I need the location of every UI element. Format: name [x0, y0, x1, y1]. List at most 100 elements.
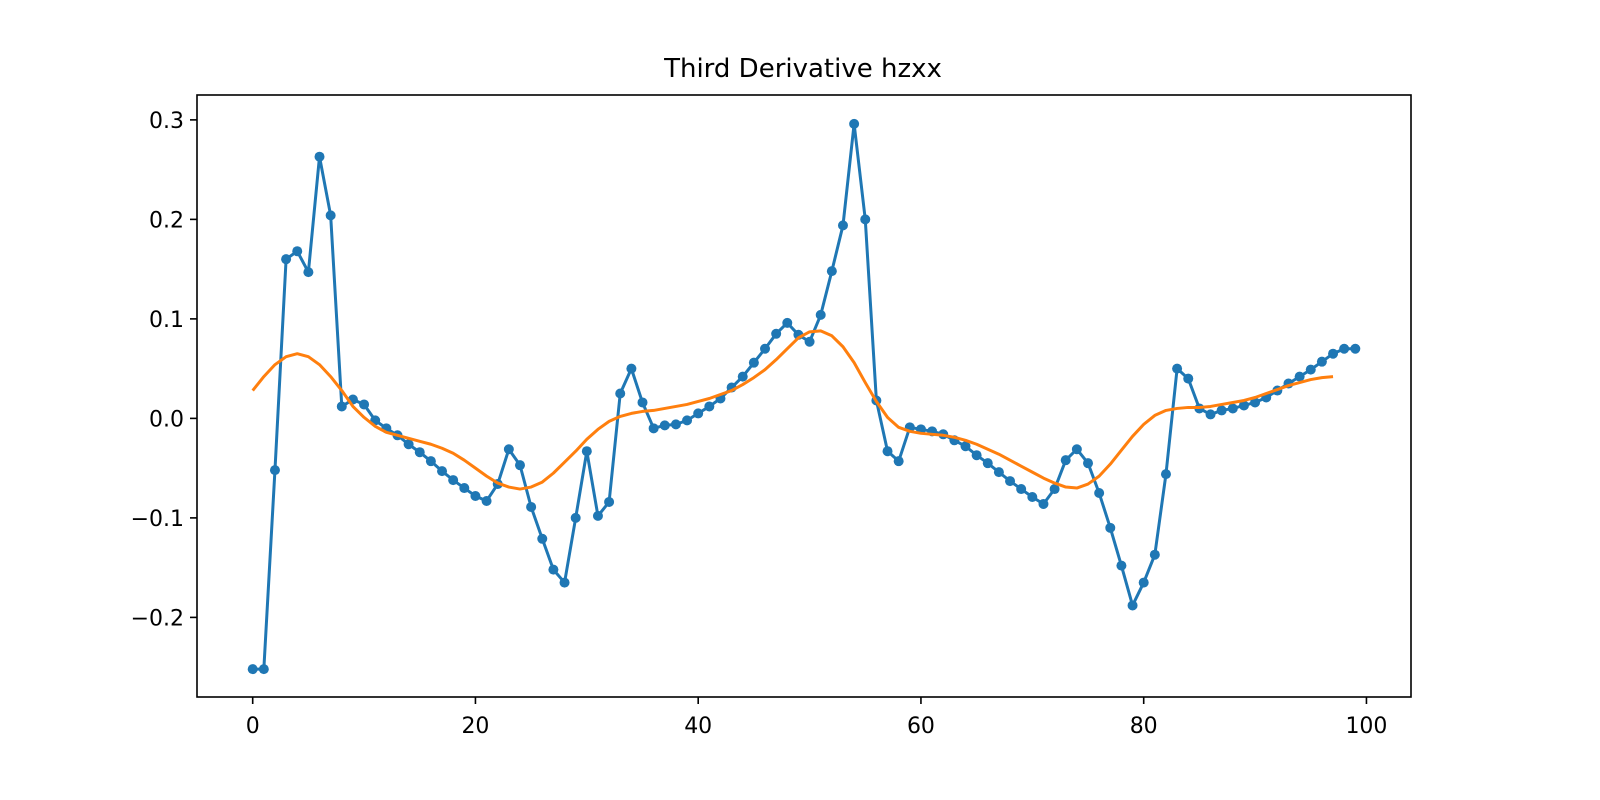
data-point	[470, 491, 481, 501]
data-point	[448, 475, 459, 486]
data-point	[359, 399, 370, 410]
data-point	[604, 496, 615, 507]
data-point	[1339, 343, 1350, 354]
data-point	[281, 254, 292, 265]
data-point	[1016, 484, 1027, 495]
data-point	[548, 564, 559, 575]
x-tick-label: 100	[1345, 714, 1387, 739]
data-point	[514, 460, 525, 471]
data-point	[1227, 403, 1238, 414]
data-point	[1216, 405, 1227, 416]
data-point	[1005, 476, 1016, 487]
data-point	[837, 220, 848, 231]
data-point	[693, 408, 704, 419]
data-point	[637, 397, 648, 408]
data-point	[849, 118, 860, 129]
data-point	[292, 246, 303, 257]
data-point	[615, 388, 626, 399]
data-point	[826, 266, 837, 277]
data-point	[1350, 343, 1361, 354]
data-point	[537, 533, 548, 544]
data-point	[782, 317, 793, 328]
axis-ticks: 0 20 40 60 80 100 −0.2 −0.1 0.0 0.1 0.2 0.3	[131, 109, 1388, 739]
x-tick-label: 0	[246, 714, 260, 739]
data-point	[1060, 455, 1071, 466]
data-point	[1027, 492, 1038, 502]
x-tick-label: 40	[684, 714, 712, 739]
data-point	[1305, 364, 1316, 375]
data-point	[336, 401, 347, 412]
data-point	[403, 439, 414, 450]
data-point	[1071, 444, 1082, 455]
data-point	[269, 465, 280, 476]
y-tick-label: −0.1	[131, 507, 184, 532]
data-point	[1250, 397, 1261, 408]
data-point	[258, 664, 269, 675]
x-tick-label: 80	[1130, 714, 1158, 739]
data-point	[559, 577, 570, 588]
y-tick-label: 0.1	[149, 308, 184, 333]
data-point	[1038, 498, 1049, 509]
data-point	[526, 501, 537, 512]
data-point	[247, 664, 258, 675]
data-point	[815, 309, 826, 320]
data-point	[1183, 373, 1194, 384]
data-point	[1328, 348, 1339, 359]
data-point	[1138, 577, 1149, 588]
data-point	[581, 446, 592, 457]
data-point	[1172, 363, 1183, 374]
x-tick-label: 60	[907, 714, 935, 739]
data-point	[893, 456, 904, 467]
data-point	[1116, 560, 1127, 571]
data-point	[804, 336, 815, 347]
chart-title: Third Derivative hzxx	[663, 54, 942, 84]
data-point	[459, 483, 470, 494]
data-point	[425, 456, 436, 467]
data-point	[670, 419, 681, 430]
data-point	[414, 447, 425, 458]
data-point	[659, 420, 670, 431]
data-point	[325, 210, 336, 221]
data-point	[626, 363, 637, 374]
data-point	[882, 446, 893, 457]
y-tick-label: 0.2	[149, 208, 184, 233]
y-tick-label: 0.0	[149, 407, 184, 432]
data-point	[960, 441, 971, 452]
data-point	[592, 510, 603, 521]
data-point	[314, 151, 325, 162]
data-point	[1205, 409, 1216, 420]
plot-frame	[196, 94, 1412, 698]
data-point	[1149, 549, 1160, 560]
y-tick-label: −0.2	[131, 606, 184, 631]
data-point	[648, 423, 659, 434]
series-line-2	[251, 329, 1334, 491]
data-point	[737, 371, 748, 382]
data-point	[971, 450, 982, 461]
series-line-1	[252, 122, 1356, 671]
y-tick-label: 0.3	[149, 109, 184, 134]
data-point	[481, 495, 492, 506]
series-layer	[247, 118, 1361, 675]
data-point	[503, 444, 514, 455]
data-point	[760, 343, 771, 354]
data-point	[704, 401, 715, 412]
data-point	[993, 467, 1004, 478]
data-point	[1127, 600, 1138, 611]
data-point	[303, 267, 314, 278]
data-point	[748, 357, 759, 368]
data-point	[1105, 522, 1116, 533]
data-point	[982, 458, 993, 469]
data-point	[570, 512, 581, 523]
data-point	[1049, 484, 1060, 495]
data-point	[771, 328, 782, 339]
x-tick-label: 20	[461, 714, 489, 739]
data-point	[860, 214, 871, 225]
data-point	[437, 466, 448, 477]
data-point	[1083, 458, 1094, 469]
data-point	[1238, 400, 1249, 411]
data-point	[1160, 469, 1171, 480]
data-point	[1094, 488, 1105, 499]
data-point	[1316, 356, 1327, 367]
